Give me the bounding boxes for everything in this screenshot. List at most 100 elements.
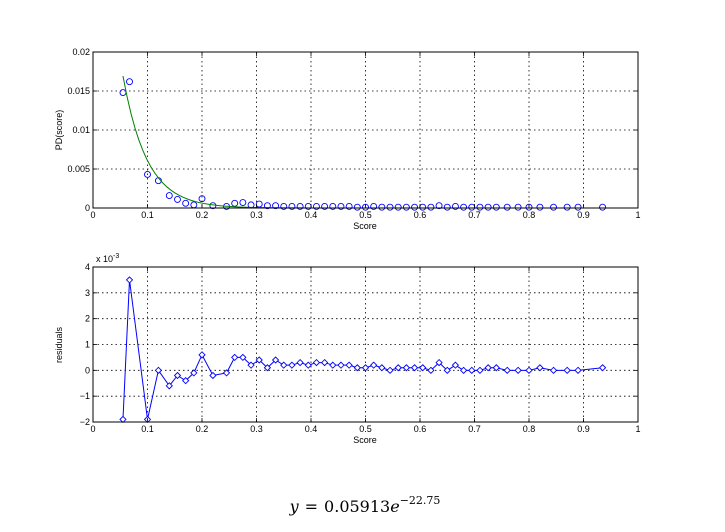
data-point [370, 202, 378, 210]
bottom-ytick-label: 4 [85, 262, 90, 272]
bottom-xtick-label: 0.8 [523, 424, 536, 434]
data-point [378, 203, 386, 211]
top-ytick-label: 0.02 [72, 47, 90, 57]
data-point [443, 203, 451, 211]
bottom-ytick-label: 1 [85, 340, 90, 350]
residual-point [549, 366, 558, 374]
residual-point [402, 364, 411, 372]
top-xtick-label: 0 [90, 210, 95, 220]
residual-point [503, 366, 511, 374]
data-point [402, 203, 410, 211]
residual-point [165, 382, 173, 390]
data-point [296, 202, 304, 210]
residual-point [239, 353, 247, 362]
residual-point [263, 364, 272, 372]
data-point [337, 202, 345, 210]
residual-point [419, 364, 427, 372]
data-point [435, 202, 443, 210]
data-point [386, 203, 394, 211]
data-point [599, 203, 607, 211]
top-xtick-label: 0.1 [141, 210, 154, 220]
top-xtick-label: 0.3 [250, 210, 263, 220]
residual-point [222, 369, 231, 377]
top-xtick-label: 0.9 [577, 210, 590, 220]
residual-point [459, 366, 468, 374]
bottom-xtick-label: 1 [635, 424, 640, 434]
residual-point [182, 377, 190, 385]
residual-point [574, 366, 582, 374]
residual-point [536, 364, 544, 372]
bottom-xtick-label: 0.1 [141, 424, 154, 434]
data-point [239, 199, 247, 206]
bottom-ticks: 0 0.1 0.2 0.3 0.4 0.5 0.6 0.7 0.8 0.9 1 −2 −1 0 1 2 3 4 [80, 262, 641, 434]
residual-point [514, 366, 522, 374]
residual-point [361, 364, 370, 372]
residual-point [427, 366, 435, 374]
bottom-ytick-label: −2 [80, 417, 90, 427]
bottom-xtick-label: 0.6 [414, 424, 427, 434]
residual-point [312, 358, 321, 367]
bottom-xtick-label: 0.7 [468, 424, 481, 434]
data-point [563, 203, 571, 211]
top-xtick-label: 0.4 [305, 210, 318, 220]
residual-point [288, 361, 296, 369]
top-xtick-label: 0.8 [523, 210, 536, 220]
data-point [165, 192, 173, 199]
residual-line [122, 279, 603, 420]
residual-point [209, 371, 217, 380]
bottom-marks [119, 276, 607, 424]
data-point [460, 203, 468, 211]
data-point [263, 202, 271, 210]
data-point [427, 203, 435, 211]
residual-point [386, 366, 394, 374]
top-ytick-label: 0.015 [67, 86, 90, 96]
residual-point [125, 276, 134, 284]
data-point [329, 202, 337, 210]
top-ylabel: PD(score) [54, 110, 64, 151]
bottom-xtick-label: 0.4 [305, 424, 318, 434]
data-point [574, 203, 582, 211]
residual-point [370, 361, 378, 369]
residual-point [198, 351, 206, 359]
bottom-ytick-label: 3 [85, 288, 90, 298]
top-ytick-label: 0.005 [67, 164, 90, 174]
residual-point [451, 361, 460, 369]
residual-point [247, 361, 255, 369]
data-point [353, 203, 361, 211]
residual-point [255, 356, 263, 364]
residual-point [476, 366, 484, 374]
residual-point [173, 371, 182, 380]
residual-point [304, 361, 312, 369]
residual-point [320, 358, 329, 367]
residual-point [525, 366, 533, 374]
residual-point [394, 364, 402, 372]
residual-point [190, 369, 198, 377]
data-point [313, 202, 320, 210]
top-plot: 0 0.1 0.2 0.3 0.4 0.5 0.6 0.7 0.8 0.9 1 0 0.005 0.01 0… [54, 47, 641, 231]
data-point [394, 203, 402, 211]
data-point [550, 203, 557, 211]
data-point [345, 202, 353, 210]
top-grid [93, 52, 638, 208]
bottom-grid [93, 267, 638, 422]
residual-point [154, 366, 163, 374]
data-point [476, 203, 484, 211]
top-xtick-label: 1 [635, 210, 640, 220]
residual-point [435, 358, 443, 367]
residual-point [231, 353, 239, 362]
residual-point [329, 361, 337, 369]
data-point [503, 203, 511, 211]
data-point [126, 78, 133, 86]
residual-point [468, 366, 476, 374]
data-point [272, 202, 280, 210]
bottom-ylabel: residuals [54, 326, 64, 363]
top-xtick-label: 0.5 [359, 210, 372, 220]
residual-point [492, 364, 500, 372]
bottom-ytick-label: 2 [85, 314, 90, 324]
residual-point [598, 364, 607, 372]
residual-point [296, 358, 304, 367]
residual-point [345, 361, 353, 369]
data-point [451, 202, 459, 210]
top-ticks: 0 0.1 0.2 0.3 0.4 0.5 0.6 0.7 0.8 0.9 1 0 0.005 0.01 0… [67, 47, 640, 220]
